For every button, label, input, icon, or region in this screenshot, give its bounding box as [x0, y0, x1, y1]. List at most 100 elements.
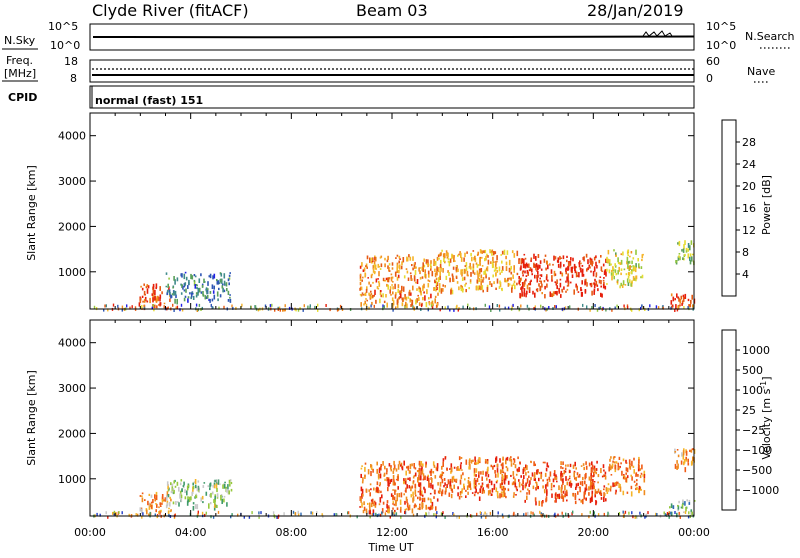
scatter-cell — [444, 490, 447, 495]
scatter-cell — [622, 475, 625, 477]
scatter-cell — [468, 484, 470, 488]
scatter-cell — [478, 496, 481, 501]
scatter-cell — [169, 298, 171, 302]
scatter-cell — [183, 289, 186, 292]
scatter-cell — [543, 280, 546, 283]
scatter-cell — [512, 476, 515, 480]
scatter-cell — [401, 302, 404, 307]
scatter-cell — [154, 497, 156, 502]
scatter-cell — [562, 478, 564, 483]
scatter-cell — [513, 253, 516, 258]
ground-scatter-cell — [412, 513, 415, 517]
scatter-cell — [414, 467, 417, 470]
scatter-cell — [421, 505, 423, 510]
scatter-cell — [677, 242, 679, 245]
scatter-cell — [582, 498, 584, 505]
scatter-cell — [626, 475, 629, 479]
colorbar-tick-label: 12 — [742, 224, 756, 237]
scatter-cell — [479, 257, 481, 264]
y-tick-label: 1000 — [58, 473, 86, 486]
scatter-cell — [433, 287, 435, 291]
scatter-cell — [533, 474, 536, 479]
scatter-cell — [185, 276, 188, 281]
scatter-cell — [497, 495, 499, 499]
scatter-cell — [369, 483, 372, 486]
scatter-cell — [411, 264, 413, 267]
ground-scatter-cell — [631, 511, 633, 515]
nsky-tick-bottom: 10^0 — [50, 39, 80, 52]
scatter-cell — [367, 277, 369, 279]
ground-scatter-cell — [662, 306, 664, 310]
ground-scatter-cell — [425, 512, 428, 516]
scatter-cell — [369, 284, 372, 287]
ground-scatter-cell — [96, 512, 98, 516]
scatter-cell — [408, 485, 411, 489]
ground-scatter-cell — [149, 511, 151, 515]
scatter-cell — [421, 469, 424, 475]
ground-scatter-cell — [260, 511, 262, 515]
scatter-cell — [627, 275, 630, 279]
scatter-cell — [632, 257, 635, 260]
scatter-cell — [584, 280, 586, 286]
scatter-cell — [504, 487, 506, 491]
scatter-cell — [397, 288, 399, 294]
ground-scatter-cell — [392, 308, 394, 312]
scatter-cell — [192, 506, 195, 511]
scatter-cell — [600, 266, 603, 271]
scatter-cell — [446, 484, 448, 488]
scatter-cell — [156, 305, 158, 309]
scatter-cell — [517, 456, 519, 460]
scatter-cell — [218, 287, 220, 291]
ground-scatter-cell — [444, 515, 446, 519]
scatter-cell — [438, 267, 440, 273]
scatter-cell — [495, 272, 497, 277]
ground-scatter-cell — [641, 304, 643, 308]
scatter-cell — [539, 264, 541, 269]
scatter-cell — [395, 292, 397, 296]
scatter-cell — [604, 475, 607, 480]
scatter-cell — [393, 464, 396, 470]
scatter-cell — [213, 294, 216, 300]
scatter-cell — [392, 300, 395, 306]
scatter-cell — [219, 483, 221, 486]
scatter-cell — [551, 493, 553, 498]
scatter-cell — [510, 458, 513, 463]
scatter-cell — [544, 285, 546, 290]
scatter-cell — [412, 480, 415, 483]
scatter-cell — [525, 464, 527, 469]
y-tick-label: 3000 — [58, 175, 86, 188]
scatter-cell — [380, 263, 383, 268]
scatter-cell — [430, 293, 432, 299]
scatter-cell — [559, 278, 562, 281]
scatter-cell — [214, 502, 216, 505]
scatter-cell — [407, 477, 409, 480]
ground-scatter-cell — [271, 303, 273, 307]
scatter-cell — [161, 502, 163, 505]
scatter-cell — [501, 260, 503, 264]
ground-scatter-cell — [212, 306, 214, 310]
ground-scatter-cell — [554, 305, 556, 308]
ground-scatter-cell — [496, 304, 498, 307]
scatter-cell — [473, 472, 476, 477]
scatter-cell — [193, 280, 196, 286]
scatter-cell — [475, 479, 477, 485]
scatter-cell — [560, 294, 562, 298]
scatter-cell — [362, 509, 365, 514]
scatter-cell — [370, 257, 373, 262]
scatter-cell — [452, 278, 455, 282]
scatter-cell — [484, 249, 487, 254]
scatter-cell — [597, 481, 599, 484]
scatter-cell — [678, 500, 680, 504]
ground-scatter-cell — [276, 515, 278, 519]
scatter-cell — [430, 484, 432, 489]
ground-scatter-cell — [565, 512, 567, 516]
scatter-cell — [183, 283, 186, 288]
scatter-cell — [538, 500, 541, 506]
ground-scatter-cell — [488, 305, 491, 309]
ground-scatter-cell — [395, 306, 397, 310]
scatter-cell — [442, 458, 445, 462]
scatter-cell — [453, 255, 455, 258]
scatter-cell — [402, 286, 405, 292]
scatter-cell — [616, 281, 619, 285]
scatter-cell — [360, 473, 362, 478]
